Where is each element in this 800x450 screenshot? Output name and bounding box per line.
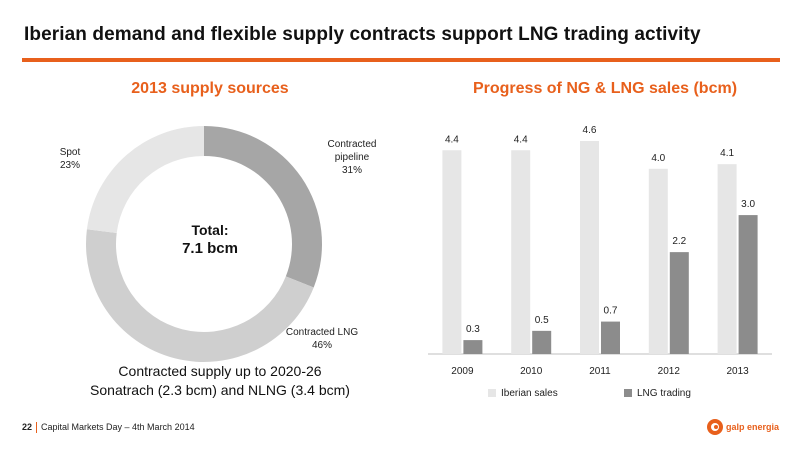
donut-slice-spot: [86, 126, 204, 233]
contract-note: Contracted supply up to 2020-26 Sonatrac…: [60, 362, 380, 400]
donut-label-contracted-lng: Contracted LNG 46%: [285, 327, 359, 351]
donut-label-spot: Spot 23%: [59, 147, 81, 171]
legend-swatch-lng-trading: [624, 389, 632, 398]
x-tick-label-2010: 2010: [520, 366, 543, 377]
label-iberian-sales-2013: 4.1: [720, 148, 734, 159]
contract-note-line1: Contracted supply up to 2020-26: [118, 363, 322, 379]
bar-chart-title: Progress of NG & LNG sales (bcm): [472, 80, 738, 97]
legend-label-lng-trading: LNG trading: [637, 388, 691, 399]
galp-logo-icon: [707, 419, 723, 435]
legend-item-lng-trading: LNG trading: [624, 388, 691, 399]
contract-note-line2: Sonatrach (2.3 bcm) and NLNG (3.4 bcm): [90, 382, 350, 398]
donut-total: Total: 7.1 bcm: [140, 222, 280, 257]
total-value: 7.1 bcm: [182, 240, 238, 257]
label-lng-trading-2011: 0.7: [604, 306, 618, 317]
footer: 22 Capital Markets Day – 4th March 2014: [22, 422, 195, 434]
x-tick-label-2012: 2012: [658, 366, 681, 377]
footer-separator: [36, 422, 38, 434]
donut-label-contracted-pipeline: Contracted pipeline 31%: [327, 139, 377, 176]
donut-chart-title: 2013 supply sources: [131, 80, 289, 97]
label-iberian-sales-2010: 4.4: [514, 134, 528, 145]
footer-text: Capital Markets Day – 4th March 2014: [41, 422, 195, 432]
label-lng-trading-2012: 2.2: [672, 236, 686, 247]
bar-lng-trading-2009: [463, 340, 483, 354]
legend-label-iberian-sales: Iberian sales: [501, 388, 558, 399]
label-iberian-sales-2012: 4.0: [651, 153, 665, 164]
x-tick-label-2011: 2011: [589, 366, 611, 377]
label-iberian-sales-2011: 4.6: [583, 125, 597, 136]
label-lng-trading-2009: 0.3: [466, 324, 480, 335]
donut-slice-contracted-pipeline: [204, 126, 322, 288]
donut-slice-contracted-lng: [86, 229, 314, 362]
logo-text: galp energia: [726, 422, 780, 432]
bar-iberian-sales-2010: [511, 150, 531, 354]
bar-lng-trading-2013: [738, 215, 758, 354]
bar-lng-trading-2010: [532, 330, 552, 354]
label-lng-trading-2013: 3.0: [741, 199, 755, 210]
sales-bar-chart: 4.4 0.3 2009 4.4 0.5 2010 4.6 0.7 2011 4.0 2.2 2012…: [428, 125, 772, 377]
label-iberian-sales-2009: 4.4: [445, 134, 459, 145]
label-lng-trading-2010: 0.5: [535, 315, 549, 326]
page-number: 22: [22, 422, 33, 432]
page-title: Iberian demand and flexible supply contr…: [24, 24, 701, 45]
legend-swatch-iberian-sales: [488, 389, 496, 398]
bar-iberian-sales-2013: [717, 164, 737, 354]
legend-item-iberian-sales: Iberian sales: [488, 388, 558, 399]
bar-iberian-sales-2012: [648, 168, 668, 354]
bar-iberian-sales-2009: [442, 150, 462, 354]
bar-lng-trading-2011: [601, 321, 620, 354]
bar-iberian-sales-2011: [580, 141, 599, 354]
x-tick-label-2013: 2013: [726, 366, 749, 377]
x-tick-label-2009: 2009: [451, 366, 474, 377]
total-label: Total:: [191, 222, 229, 238]
title-divider: [22, 58, 780, 62]
bar-lng-trading-2012: [669, 252, 689, 354]
